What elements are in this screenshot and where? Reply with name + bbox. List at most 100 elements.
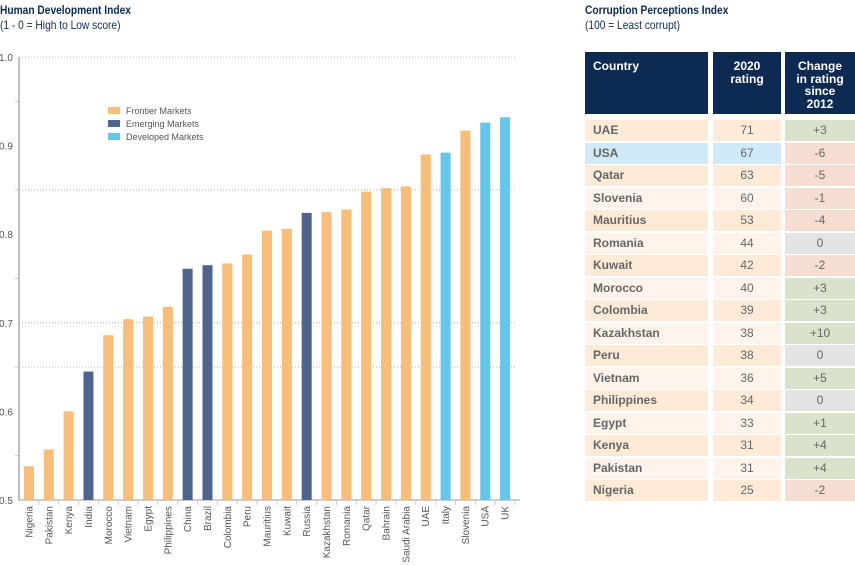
country-cell: Romania — [585, 232, 708, 254]
change-cell: +3 — [785, 300, 855, 321]
table-row: Philippines 34 0 — [585, 390, 855, 411]
table-row: Kazakhstan 38 +10 — [585, 322, 855, 344]
bar — [301, 212, 312, 500]
change-cell: +10 — [785, 322, 855, 344]
change-cell: +1 — [785, 412, 855, 434]
country-cell: Vietnam — [585, 367, 708, 389]
change-cell: +4 — [785, 435, 855, 456]
change-cell: 0 — [785, 232, 855, 254]
bar — [182, 268, 193, 500]
table-row: Nigeria 25 -2 — [585, 480, 855, 501]
rating-cell: 36 — [713, 367, 781, 389]
chart-subtitle: (1 - 0 = High to Low score) — [0, 18, 121, 32]
chart-title: Human Development Index — [0, 3, 131, 17]
table-row: Morocco 40 +3 — [585, 277, 855, 299]
x-tick-label: UK — [501, 506, 512, 520]
table-row: Pakistan 31 +4 — [585, 457, 855, 479]
x-tick-label: Brazil — [203, 506, 214, 531]
bar — [162, 306, 173, 500]
country-cell: Pakistan — [585, 457, 708, 479]
bar — [480, 122, 491, 501]
table-row: USA 67 -6 — [585, 142, 855, 164]
country-cell: Qatar — [585, 165, 708, 186]
change-cell: -2 — [785, 480, 855, 501]
y-tick-label: 0.5 — [0, 496, 13, 507]
y-tick-label: 0.8 — [0, 230, 13, 241]
y-tick-label: 0.9 — [0, 142, 13, 153]
table-row: Vietnam 36 +5 — [585, 367, 855, 389]
country-cell: Slovenia — [585, 187, 708, 209]
bar — [381, 188, 392, 501]
change-cell: 0 — [785, 390, 855, 411]
change-cell: +4 — [785, 457, 855, 479]
bar — [440, 152, 451, 501]
change-cell: -2 — [785, 255, 855, 276]
bar — [23, 466, 34, 500]
rating-cell: 44 — [713, 232, 781, 254]
x-tick-label: Italy — [441, 506, 452, 524]
rating-cell: 39 — [713, 300, 781, 321]
bar — [142, 316, 153, 500]
x-tick-label: UAE — [421, 506, 432, 527]
legend-label: Developed Markets — [126, 132, 204, 142]
rating-cell: 42 — [713, 255, 781, 276]
rating-cell: 71 — [713, 120, 781, 141]
x-tick-label: India — [84, 506, 95, 528]
x-tick-label: Mauritius — [263, 506, 274, 547]
rating-cell: 67 — [713, 142, 781, 164]
x-tick-label: Morocco — [104, 506, 115, 545]
rating-cell: 60 — [713, 187, 781, 209]
header-rating: 2020 rating — [713, 52, 781, 114]
bar — [103, 335, 114, 500]
country-cell: Egypt — [585, 412, 708, 434]
change-cell: -5 — [785, 165, 855, 186]
header-country: Country — [585, 52, 708, 114]
legend-label: Emerging Markets — [126, 119, 200, 129]
bar — [460, 130, 471, 500]
country-cell: Philippines — [585, 390, 708, 411]
table-row: Slovenia 60 -1 — [585, 187, 855, 209]
rating-cell: 31 — [713, 457, 781, 479]
legend-swatch — [108, 120, 120, 127]
change-cell: 0 — [785, 345, 855, 366]
legend-label: Frontier Markets — [126, 106, 192, 116]
country-cell: Colombia — [585, 300, 708, 321]
country-cell: Peru — [585, 345, 708, 366]
x-tick-label: Philippines — [163, 506, 174, 554]
table-row: Kuwait 42 -2 — [585, 255, 855, 276]
rating-cell: 33 — [713, 412, 781, 434]
table-row: Colombia 39 +3 — [585, 300, 855, 321]
x-tick-label: Qatar — [362, 505, 373, 531]
country-cell: Kuwait — [585, 255, 708, 276]
bar — [420, 154, 431, 500]
x-tick-label: Vietnam — [124, 506, 135, 543]
legend-swatch — [108, 133, 120, 140]
y-tick-label: 1.0 — [0, 53, 13, 64]
bar — [222, 263, 233, 500]
rating-cell: 38 — [713, 345, 781, 366]
rating-cell: 53 — [713, 210, 781, 231]
table-subtitle: (100 = Least corrupt) — [585, 18, 680, 32]
bar — [242, 254, 253, 500]
table-row: Peru 38 0 — [585, 345, 855, 366]
country-cell: Kenya — [585, 435, 708, 456]
x-tick-label: China — [183, 506, 194, 533]
x-tick-label: Peru — [243, 506, 254, 527]
y-tick-label: 0.7 — [0, 319, 13, 330]
change-cell: +3 — [785, 120, 855, 141]
bar — [83, 371, 94, 500]
change-cell: +5 — [785, 367, 855, 389]
bar — [400, 186, 411, 500]
table-row: Egypt 33 +1 — [585, 412, 855, 434]
change-cell: -4 — [785, 210, 855, 231]
x-tick-label: Colombia — [223, 506, 234, 549]
bar — [361, 191, 372, 500]
header-change: Change in rating since 2012 — [785, 52, 855, 114]
x-tick-label: Romania — [342, 506, 353, 546]
bar — [500, 117, 511, 501]
bar — [202, 265, 213, 500]
hdi-bar-chart: 0.5 0.6 0.7 0.8 0.9 1.0 Nigeria Pakistan Kenya In… — [0, 53, 520, 563]
x-tick-label: Nigeria — [24, 506, 35, 538]
change-cell: -1 — [785, 187, 855, 209]
change-cell: -6 — [785, 142, 855, 164]
